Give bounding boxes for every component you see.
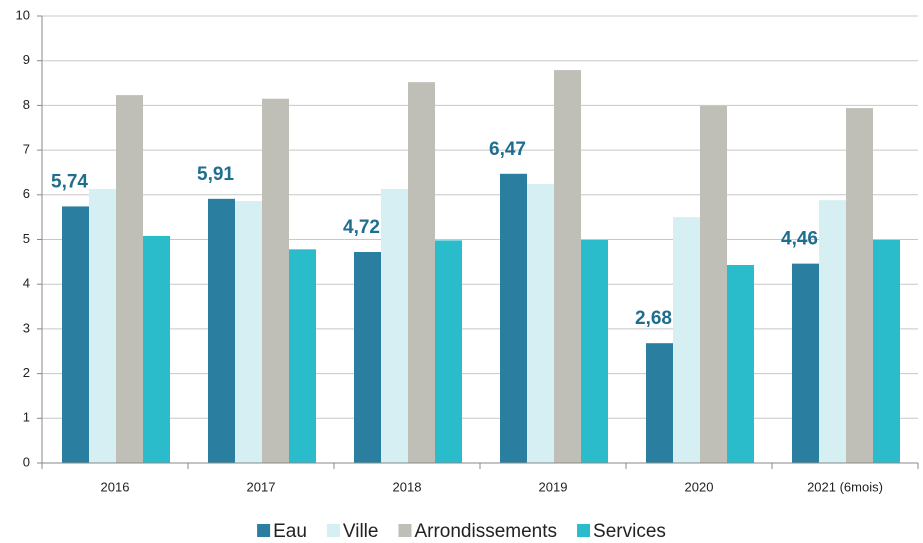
y-tick-label: 9 [23,52,30,67]
bar [727,264,754,463]
bar [646,343,673,463]
bar [408,82,435,463]
value-label: 5,91 [197,164,234,185]
y-tick-label: 0 [23,454,30,469]
bar [673,217,700,463]
x-tick-label: 2016 [101,479,130,494]
legend-label: Ville [343,521,379,542]
y-tick-label: 3 [23,320,30,335]
bar [262,98,289,463]
y-tick-label: 7 [23,142,30,157]
bar [89,188,116,463]
legend-swatch [257,524,271,537]
y-tick-label: 10 [16,7,30,22]
bar [500,173,527,463]
x-tick-label: 2021 (6mois) [807,479,883,494]
x-tick-label: 2017 [247,479,276,494]
legend-label: Services [593,521,666,542]
bar [819,200,846,463]
bar [62,206,89,463]
y-tick-label: 8 [23,97,30,112]
bar [873,239,900,463]
bar [143,235,170,463]
bar [208,198,235,463]
bar [116,95,143,463]
bar [289,249,316,463]
value-label: 2,68 [635,308,672,329]
y-tick-label: 1 [23,410,30,425]
bar [435,240,462,463]
y-tick-label: 4 [23,276,30,291]
value-label: 4,46 [781,229,818,250]
y-tick-label: 6 [23,186,30,201]
bar [554,70,581,463]
bar [527,184,554,463]
bar [235,201,262,464]
bar [581,239,608,463]
bar [792,263,819,463]
x-tick-label: 2020 [685,479,714,494]
value-label: 6,47 [489,139,526,160]
legend-label: Eau [273,521,307,542]
value-label: 4,72 [343,217,380,238]
bar [354,252,381,463]
legend-swatch [326,524,340,537]
bar [846,108,873,463]
value-label: 5,74 [51,171,88,192]
bar [700,105,727,464]
y-tick-label: 2 [23,365,30,380]
legend-swatch [577,524,591,537]
x-tick-label: 2018 [393,479,422,494]
bar [381,188,408,463]
y-tick-label: 5 [23,231,30,246]
x-tick-label: 2019 [539,479,568,494]
legend-label: Arrondissements [414,521,557,542]
legend-swatch [398,524,412,537]
